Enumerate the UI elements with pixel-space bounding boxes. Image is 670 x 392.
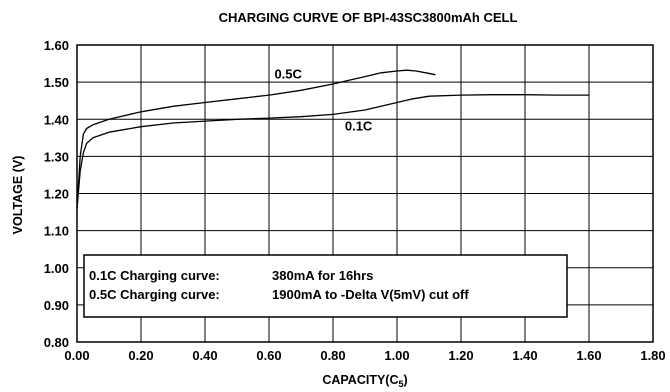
annotation-label: 0.5C Charging curve:: [89, 287, 220, 302]
y-tick-label: 1.20: [44, 187, 69, 202]
annotation-text: 1900mA to -Delta V(5mV) cut off: [272, 287, 469, 302]
chart-title: CHARGING CURVE OF BPI-43SC3800mAh CELL: [219, 10, 518, 25]
x-tick-label: 0.20: [128, 348, 153, 363]
plot-frame: [76, 44, 654, 343]
y-tick-label: 1.40: [44, 112, 69, 127]
series-label: 0.5C: [274, 66, 302, 81]
y-tick-label: 1.50: [44, 75, 69, 90]
x-tick-label: 0.80: [320, 348, 345, 363]
x-axis-label: CAPACITY(C5): [322, 373, 407, 387]
series-lines: [76, 69, 589, 209]
series-line-0-5c: [76, 69, 436, 209]
series-labels: 0.5C 0.1C: [274, 66, 372, 133]
x-tick-label: 1.20: [448, 348, 473, 363]
y-tick-label: 1.00: [44, 261, 69, 276]
x-tick-label: 1.60: [576, 348, 601, 363]
x-tick-label: 0.60: [256, 348, 281, 363]
annotation-text: 380mA for 16hrs: [272, 268, 373, 283]
annotation-label: 0.1C Charging curve:: [89, 268, 220, 283]
annotation-frame: [83, 254, 568, 318]
x-tick-label: 1.00: [384, 348, 409, 363]
tick-labels: 0.00 0.20 0.40 0.60 0.80 1.00 1.20 1.40 1.60 1.80…: [44, 38, 666, 363]
y-tick-label: 1.60: [44, 38, 69, 53]
x-tick-label: 0.00: [64, 348, 89, 363]
x-tick-label: 0.40: [192, 348, 217, 363]
y-tick-label: 0.90: [44, 298, 69, 313]
y-tick-label: 1.30: [44, 149, 69, 164]
series-line-0-1c: [76, 94, 589, 209]
y-tick-label: 0.80: [44, 335, 69, 350]
x-tick-label: 1.40: [512, 348, 537, 363]
y-tick-label: 1.10: [44, 224, 69, 239]
series-label: 0.1C: [345, 118, 373, 133]
y-axis-label: VOLTAGE (V): [11, 156, 25, 235]
annotation-box: 0.1C Charging curve: 380mA for 16hrs 0.5C …: [83, 254, 568, 318]
x-tick-label: 1.80: [640, 348, 665, 363]
